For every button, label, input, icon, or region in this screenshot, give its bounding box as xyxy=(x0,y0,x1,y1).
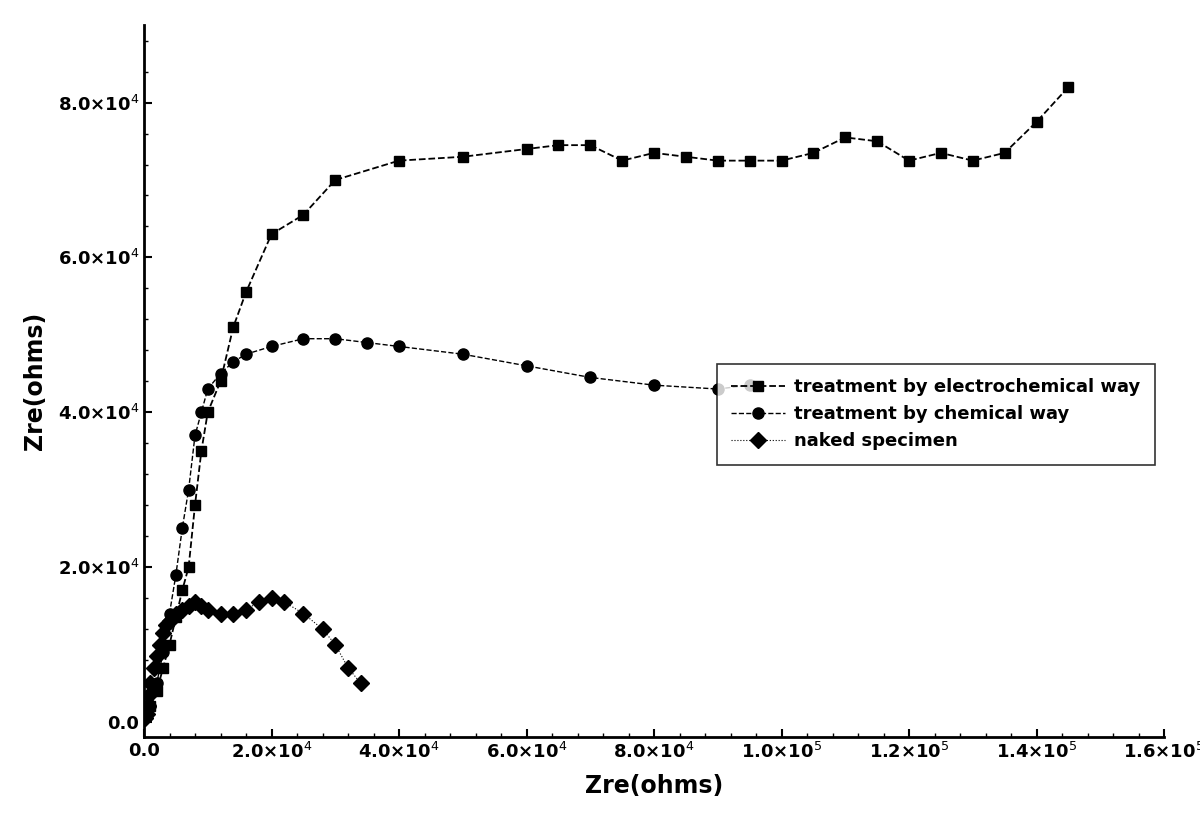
treatment by chemical way xyxy=(583,372,598,382)
treatment by chemical way xyxy=(239,349,253,360)
treatment by chemical way xyxy=(226,357,240,367)
naked specimen xyxy=(146,663,161,673)
naked specimen xyxy=(194,601,209,611)
naked specimen xyxy=(139,709,154,719)
treatment by chemical way xyxy=(360,338,374,348)
treatment by electrochemical way xyxy=(806,147,821,158)
naked specimen xyxy=(162,616,176,626)
treatment by electrochemical way xyxy=(743,156,757,166)
treatment by chemical way xyxy=(391,341,406,351)
treatment by chemical way xyxy=(143,701,157,711)
treatment by electrochemical way xyxy=(1030,116,1044,127)
treatment by chemical way xyxy=(520,361,534,371)
naked specimen xyxy=(296,608,311,618)
naked specimen xyxy=(150,651,164,661)
treatment by electrochemical way xyxy=(774,156,788,166)
naked specimen xyxy=(354,678,368,688)
treatment by electrochemical way xyxy=(838,132,852,142)
naked specimen xyxy=(316,624,330,634)
treatment by chemical way xyxy=(743,380,757,391)
naked specimen xyxy=(252,597,266,607)
naked specimen xyxy=(169,608,184,618)
treatment by electrochemical way xyxy=(583,140,598,150)
naked specimen xyxy=(140,701,155,711)
treatment by electrochemical way xyxy=(194,446,209,456)
naked specimen xyxy=(143,678,157,688)
naked specimen xyxy=(160,620,174,630)
treatment by chemical way xyxy=(187,431,202,441)
treatment by chemical way xyxy=(328,334,342,344)
treatment by electrochemical way xyxy=(187,500,202,510)
X-axis label: Zre(ohms): Zre(ohms) xyxy=(584,773,724,798)
treatment by electrochemical way xyxy=(264,229,278,239)
treatment by chemical way xyxy=(194,407,209,417)
naked specimen xyxy=(341,663,355,673)
treatment by electrochemical way xyxy=(710,156,725,166)
Line: naked specimen: naked specimen xyxy=(139,592,366,724)
treatment by electrochemical way xyxy=(200,407,215,417)
treatment by chemical way xyxy=(162,608,176,618)
treatment by chemical way xyxy=(169,570,184,580)
treatment by electrochemical way xyxy=(328,175,342,185)
treatment by electrochemical way xyxy=(296,210,311,220)
treatment by electrochemical way xyxy=(997,147,1012,158)
Line: treatment by chemical way: treatment by chemical way xyxy=(142,334,755,720)
treatment by chemical way xyxy=(140,709,155,719)
treatment by electrochemical way xyxy=(520,144,534,154)
treatment by chemical way xyxy=(175,524,190,534)
treatment by electrochemical way xyxy=(551,140,565,150)
treatment by electrochemical way xyxy=(456,152,470,162)
naked specimen xyxy=(239,605,253,615)
treatment by chemical way xyxy=(156,647,170,657)
Line: treatment by electrochemical way: treatment by electrochemical way xyxy=(143,82,1073,719)
treatment by chemical way xyxy=(214,369,228,379)
Y-axis label: Zre(ohms): Zre(ohms) xyxy=(23,313,47,450)
treatment by electrochemical way xyxy=(647,147,661,158)
treatment by electrochemical way xyxy=(902,156,917,166)
treatment by electrochemical way xyxy=(169,613,184,623)
treatment by chemical way xyxy=(456,349,470,360)
treatment by chemical way xyxy=(150,678,164,688)
treatment by electrochemical way xyxy=(214,376,228,386)
naked specimen xyxy=(175,605,190,615)
treatment by electrochemical way xyxy=(1061,82,1075,92)
Legend: treatment by electrochemical way, treatment by chemical way, naked specimen: treatment by electrochemical way, treatm… xyxy=(716,364,1154,465)
treatment by chemical way xyxy=(647,380,661,391)
treatment by electrochemical way xyxy=(966,156,980,166)
naked specimen xyxy=(200,605,215,615)
treatment by electrochemical way xyxy=(162,639,176,649)
naked specimen xyxy=(156,628,170,638)
treatment by electrochemical way xyxy=(150,686,164,696)
naked specimen xyxy=(264,593,278,603)
treatment by electrochemical way xyxy=(140,709,155,719)
treatment by electrochemical way xyxy=(156,663,170,673)
treatment by chemical way xyxy=(181,484,196,494)
treatment by electrochemical way xyxy=(870,137,884,147)
treatment by electrochemical way xyxy=(239,287,253,297)
naked specimen xyxy=(214,608,228,618)
naked specimen xyxy=(152,639,167,649)
treatment by electrochemical way xyxy=(143,701,157,711)
treatment by chemical way xyxy=(296,334,311,344)
treatment by electrochemical way xyxy=(934,147,948,158)
treatment by electrochemical way xyxy=(679,152,694,162)
treatment by electrochemical way xyxy=(175,585,190,595)
treatment by electrochemical way xyxy=(181,562,196,572)
treatment by electrochemical way xyxy=(391,156,406,166)
naked specimen xyxy=(142,690,156,700)
naked specimen xyxy=(277,597,292,607)
naked specimen xyxy=(138,713,152,723)
naked specimen xyxy=(181,601,196,611)
treatment by electrochemical way xyxy=(614,156,629,166)
naked specimen xyxy=(226,608,240,618)
treatment by chemical way xyxy=(710,384,725,394)
naked specimen xyxy=(187,597,202,607)
naked specimen xyxy=(328,639,342,649)
treatment by electrochemical way xyxy=(226,322,240,332)
treatment by chemical way xyxy=(200,384,215,394)
treatment by chemical way xyxy=(264,341,278,351)
